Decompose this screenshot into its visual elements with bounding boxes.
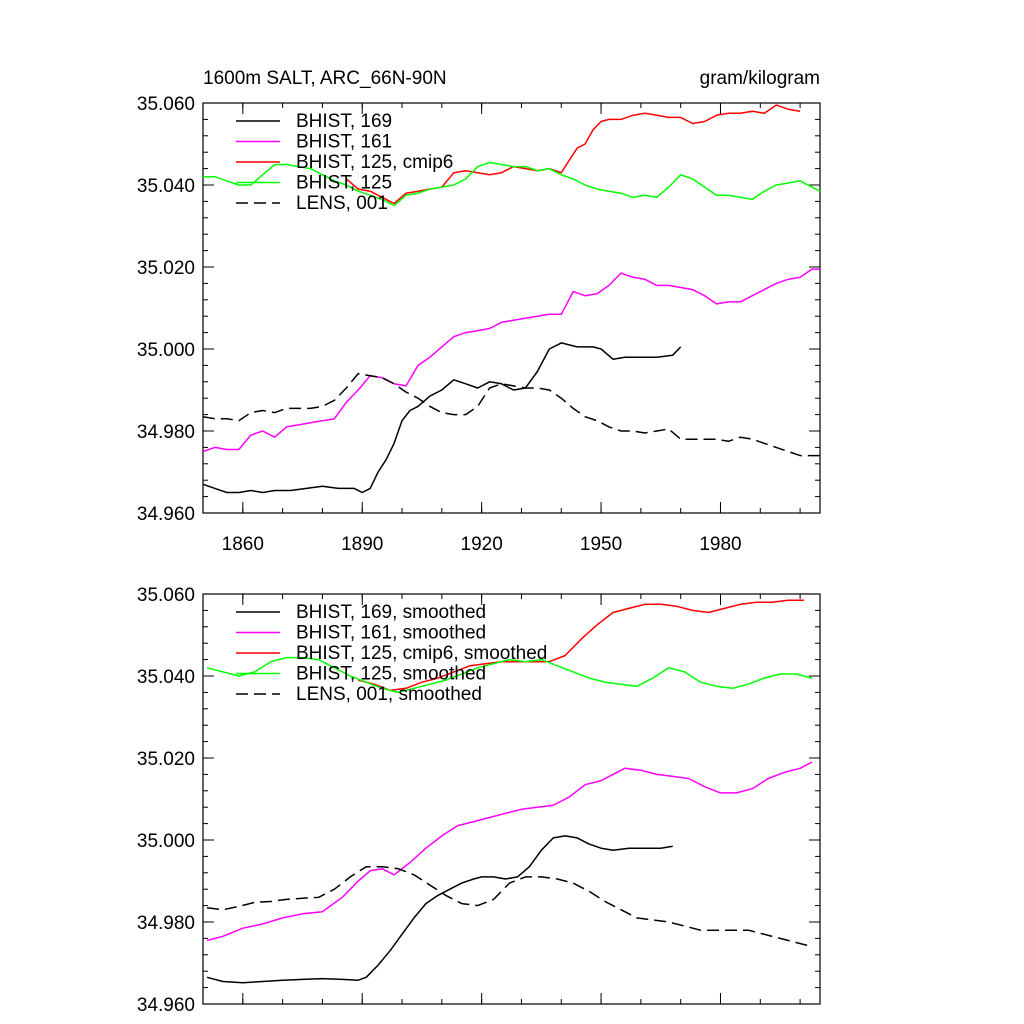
legend-label-3: BHIST, 125 (296, 173, 392, 194)
x-tick-label: 1860 (222, 534, 264, 555)
legend-label-2: BHIST, 125, cmip6 (296, 152, 453, 173)
series-line-0 (206, 835, 673, 984)
legend-label-1: BHIST, 161, smoothed (296, 623, 486, 644)
x-tick-label: 1920 (461, 534, 503, 555)
chart-units: gram/kilogram (700, 68, 820, 89)
legend-label-0: BHIST, 169, smoothed (296, 602, 486, 623)
y-tick-label: 34.980 (137, 913, 195, 934)
bottom-panel: 34.960 34.980 35.000 35.020 35.040 35.060 BHI… (137, 585, 821, 1016)
y-tick-label: 35.060 (137, 585, 195, 606)
y-tick-label: 35.000 (137, 340, 195, 361)
series-line-1 (206, 761, 813, 942)
series-line-1 (202, 268, 820, 453)
y-tick-label: 34.960 (137, 504, 195, 525)
series-line-0 (202, 342, 682, 494)
y-tick-label: 35.040 (137, 176, 195, 197)
top-plot-frame (202, 102, 821, 514)
y-tick-label: 35.000 (137, 831, 195, 852)
bottom-plot-frame (202, 593, 821, 1005)
x-tick-label: 1890 (341, 534, 383, 555)
y-tick-label: 35.060 (137, 94, 195, 115)
y-tick-label: 34.980 (137, 422, 195, 443)
series-line-3 (203, 161, 821, 207)
y-tick-label: 35.040 (137, 667, 195, 688)
legend-label-4: LENS, 001 (296, 193, 388, 214)
top-panel: 34.960 34.980 35.000 35.020 35.040 35.060 186… (137, 94, 821, 555)
chart-title: 1600m SALT, ARC_66N-90N (203, 68, 447, 89)
y-tick-label: 35.020 (137, 749, 195, 770)
legend-label-3: BHIST, 125, smoothed (296, 664, 486, 685)
y-tick-label: 34.960 (137, 995, 195, 1016)
series-line-2 (358, 599, 805, 692)
legend-label-1: BHIST, 161 (296, 132, 392, 153)
y-tick-label: 35.020 (137, 258, 195, 279)
legend-label-4: LENS, 001, smoothed (296, 684, 482, 705)
legend-label-2: BHIST, 125, cmip6, smoothed (296, 643, 547, 664)
x-tick-label: 1980 (699, 534, 741, 555)
series-line-3 (206, 656, 813, 694)
series-line-4 (206, 865, 813, 948)
legend-label-0: BHIST, 169 (296, 111, 392, 132)
series-line-4 (202, 372, 820, 457)
x-tick-label: 1950 (580, 534, 622, 555)
